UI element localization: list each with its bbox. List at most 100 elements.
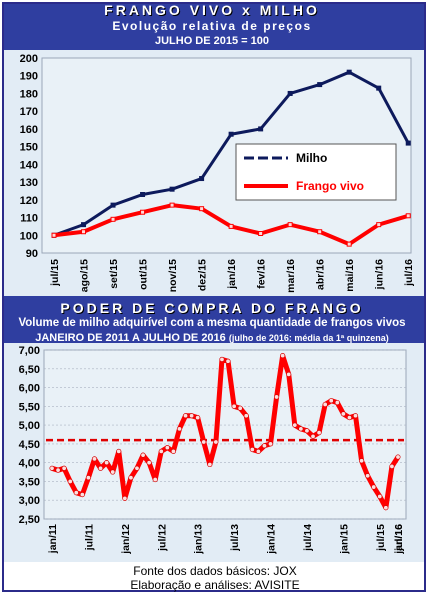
chart1-data-point [287,222,293,228]
chart2-data-point [237,405,243,411]
chart1-data-point [81,222,87,228]
chart2-x-tick-label: jan/15 [338,524,350,555]
chart2-period: JANEIRO DE 2011 A JULHO DE 2016 (julho d… [2,332,422,344]
chart2-data-point [85,475,91,481]
chart1-x-tick-label: out/15 [138,259,150,290]
chart1-data-point [199,206,205,212]
chart2-data-point [189,413,195,419]
chart1-x-tick-label: jul/15 [49,259,61,287]
chart2-data-point [146,460,152,466]
chart2-data-point [383,505,389,511]
chart2-data-point [104,460,110,466]
chart2-y-tick-label: 3,00 [19,495,40,507]
chart1-x-tick-label: set/15 [108,259,120,289]
chart2-data-point [255,448,261,454]
chart1-x-tick-label: mar/16 [285,259,297,293]
chart2-data-point [140,452,146,458]
chart2-data-point [219,356,225,362]
chart2-data-point [170,448,176,454]
chart2-data-point [73,490,79,496]
chart1-legend-label: Frango vivo [296,179,364,193]
chart2-x-tick-label: jan/13 [193,524,205,555]
chart1-data-point [199,176,205,182]
chart2-x-tick-label: jul/12 [156,524,168,552]
chart1-y-tick-label: 120 [20,195,38,207]
chart1-data-point [376,85,382,91]
chart2-data-point [122,495,128,501]
chart2-data-point [328,398,334,404]
chart2-data-point [91,456,97,462]
chart2-x-tick-label: jan/16 [393,524,405,555]
chart1-y-tick-label: 160 [20,124,38,136]
chart1-x-tick-label: jun/16 [374,259,386,291]
chart1-data-point [110,216,116,222]
chart2-x-tick-label: jul/16 [393,524,405,552]
chart1-data-point [140,209,146,215]
chart1-data-point [317,229,323,235]
chart2-data-point [231,403,237,409]
chart1-y-tick-label: 130 [20,177,38,189]
chart2-data-point [268,441,274,447]
chart2-data-point [286,371,292,377]
chart2-x-tick-label: jul/13 [229,524,241,552]
chart2-y-tick-label: 6,50 [19,364,40,376]
chart2-data-point [225,358,231,364]
chart1-x-tick-label: mai/16 [344,259,356,292]
chart2-x-tick-label: jul/15 [375,524,387,552]
chart2-x-tick-label: jan/12 [120,524,132,555]
chart1-x-tick-label: dez/15 [197,259,209,291]
chart2-data-point [201,439,207,445]
chart2-data-point [195,415,201,421]
chart2-y-tick-label: 5,50 [19,401,40,413]
chart2-data-point [359,458,365,464]
chart2-data-point [49,465,55,471]
chart2-data-point [340,411,346,417]
footer-background [4,562,424,590]
chart2-y-tick-label: 4,00 [19,458,40,470]
chart1-y-tick-label: 100 [20,230,38,242]
chart2-data-point [61,465,67,471]
chart2-data-point [110,469,116,475]
chart1-x-tick-label: ago/15 [79,259,91,292]
chart1-y-tick-label: 140 [20,159,38,171]
chart2-data-point [292,422,298,428]
chart2-data-point [389,463,395,469]
chart2-data-point [280,353,286,359]
chart1-data-point [110,202,116,208]
chart1-legend-label: Milho [296,151,327,165]
chart1-y-tick-label: 170 [20,106,38,118]
chart2-x-tick-label: jul/11 [83,524,95,551]
chart2-y-tick-label: 4,50 [19,439,40,451]
chart2-series-line [51,353,401,511]
footer-source: Fonte dos dados básicos: JOX [133,564,297,578]
chart2-data-point [395,454,401,460]
chart1-data-point [169,202,175,208]
chart2-plot-area [43,349,407,520]
chart2-data-point [346,415,352,421]
chart1-data-point [287,90,293,96]
chart1-data-point [169,186,175,192]
chart1-data-point [346,241,352,247]
chart2-title: PODER DE COMPRA DO FRANGO [60,300,364,316]
chart1-y-tick-label: 190 [20,71,38,83]
chart2-x-tick-label: jan/14 [266,524,278,555]
chart1-data-point [258,126,264,132]
chart2-data-point [310,433,316,439]
chart1-y-tick-label: 90 [26,248,38,260]
chart2-data-point [334,400,340,406]
chart1-data-point [376,222,382,228]
chart1-subtitle: Evolução relativa de preços [112,19,312,33]
chart1-y-tick-label: 200 [20,53,38,65]
chart1-data-point [317,82,323,88]
chart2-data-point [261,443,267,449]
chart2-data-point [116,448,122,454]
chart1-data-point [258,231,264,236]
chart1-data-point [51,232,57,238]
chart2-data-point [152,477,158,483]
chart2-data-point [207,462,213,468]
chart1-title: FRANGO VIVO x MILHO [104,2,320,18]
chart2-data-point [365,473,371,479]
chart2-data-point [274,394,280,400]
chart1-data-point [228,131,234,137]
